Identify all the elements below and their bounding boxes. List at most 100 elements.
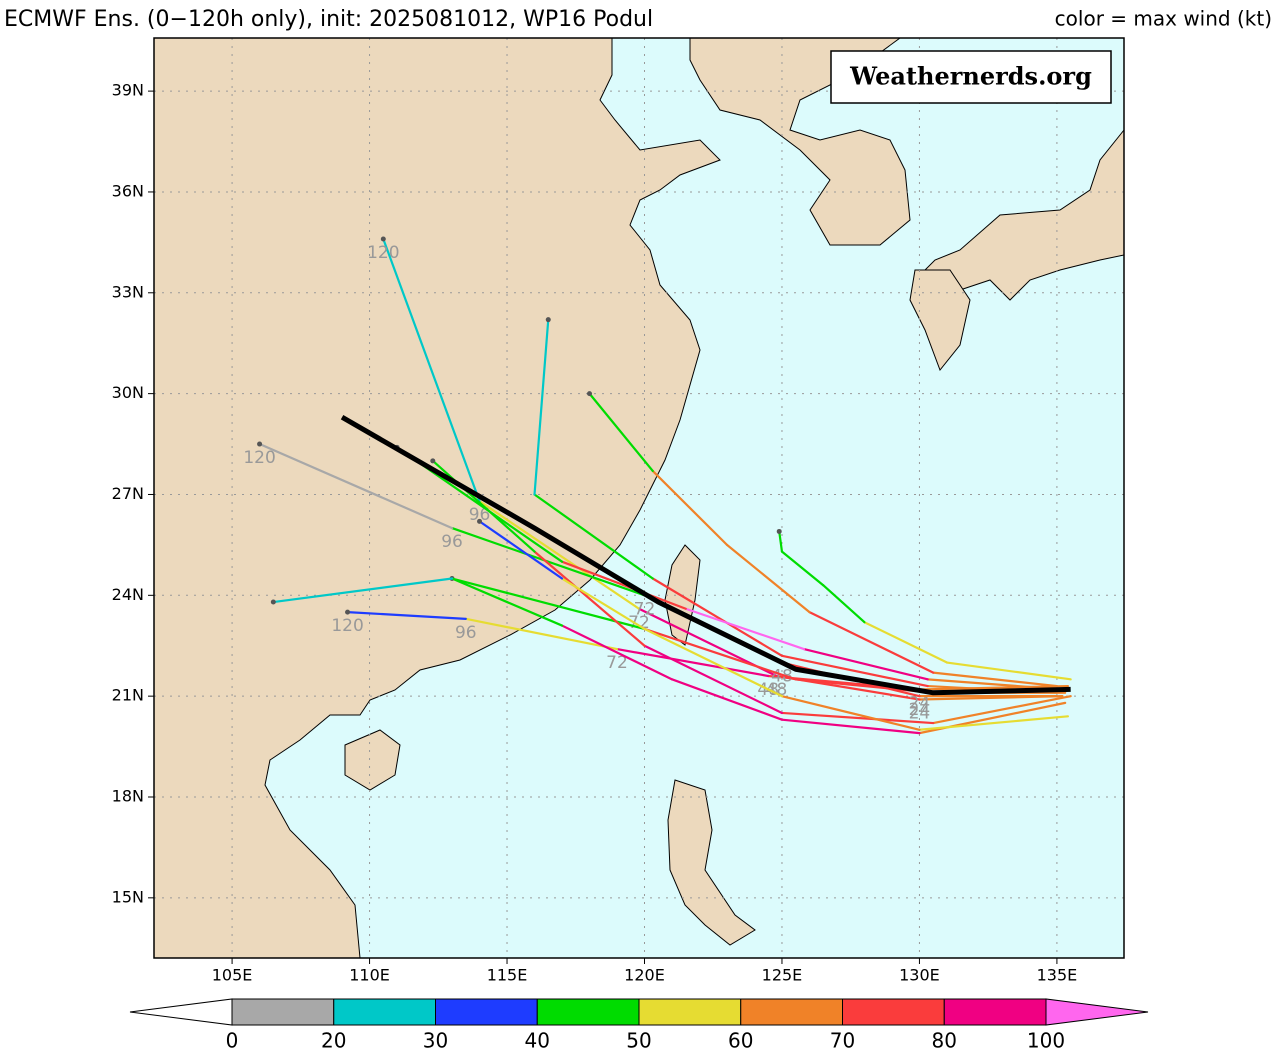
hour-label: 72 (634, 599, 656, 619)
colorbar-label: 100 (1027, 1029, 1065, 1053)
colorbar-label: 50 (626, 1029, 651, 1053)
mainland (154, 38, 721, 958)
y-tick-label: 24N (112, 585, 144, 604)
member-track-segment (588, 392, 654, 473)
title: ECMWF Ens. (0−120h only), init: 20250810… (4, 7, 653, 32)
member-track-segment (346, 611, 467, 620)
map: 244872961202448729612024487296120 (154, 38, 1124, 958)
colorbar-label: 0 (226, 1029, 239, 1053)
member-track-segment (802, 647, 929, 681)
colorbar-label: 40 (525, 1029, 550, 1053)
track-end (587, 391, 593, 397)
hour-label: 120 (367, 243, 399, 263)
track-end (270, 599, 276, 605)
x-tick-label: 130E (899, 966, 940, 985)
colorbar-over (1045, 998, 1149, 1026)
colorbar-box (333, 998, 436, 1026)
member-track-segment (450, 577, 646, 631)
member-track-segment (918, 684, 1070, 691)
x-tick-label: 135E (1037, 966, 1078, 985)
member-track-segment (258, 442, 454, 530)
hour-label: 72 (606, 653, 628, 673)
member-track-segment (932, 695, 1072, 725)
member-track-segment (533, 493, 654, 580)
kyushu (909, 269, 971, 371)
y-tick-label: 18N (112, 786, 144, 805)
legend-title: color = max wind (kt) (1055, 7, 1272, 31)
member-track-segment (808, 611, 935, 674)
y-tick-label: 21N (112, 686, 144, 705)
member-track-segment (533, 318, 550, 496)
member-track-segment (670, 678, 784, 721)
hour-label: 120 (331, 616, 363, 636)
member-track-segment (560, 577, 646, 631)
x-tick-label: 120E (624, 966, 665, 985)
korea (689, 38, 911, 246)
luzon (667, 779, 756, 946)
y-tick-label: 15N (112, 887, 144, 906)
member-track-segment (382, 237, 481, 503)
y-tick-label: 27N (112, 484, 144, 503)
member-track-segment (272, 577, 454, 604)
member-track-segment (643, 627, 797, 681)
colorbar-box (536, 998, 640, 1026)
colorbar-box (740, 998, 843, 1026)
track-end (430, 458, 436, 464)
x-tick-label: 110E (349, 966, 390, 985)
member-track-segment (863, 621, 949, 664)
member-track-segment (945, 661, 1072, 681)
colorbar-label: 70 (830, 1029, 855, 1053)
member-track-segment (780, 695, 921, 731)
colorbar-box (435, 998, 538, 1026)
colorbar-box (842, 998, 945, 1026)
member-track-segment (560, 560, 687, 610)
member-track-segment (464, 617, 619, 651)
hour-label: 24 (909, 693, 931, 713)
track-end (345, 609, 351, 615)
member-track-segment (780, 550, 825, 587)
hour-label: 96 (469, 505, 491, 525)
member-track-segment (615, 647, 770, 678)
x-tick-label: 105E (212, 966, 253, 985)
member-track-segment (450, 526, 646, 597)
member-track-segment (560, 624, 674, 681)
colorbar-label: 80 (932, 1029, 957, 1053)
member-track-segment (533, 550, 646, 647)
hainan (344, 729, 401, 791)
colorbar-label: 20 (321, 1029, 346, 1053)
colorbar-label: 60 (728, 1029, 753, 1053)
hour-label: 96 (441, 532, 463, 552)
colorbar-box (943, 998, 1047, 1026)
member-track-segment (450, 577, 564, 627)
map-frame (153, 37, 1125, 959)
y-tick-label: 33N (112, 282, 144, 301)
watermark-box (830, 50, 1112, 104)
track-end (257, 441, 263, 447)
member-track-segment (725, 543, 811, 614)
hour-label: 24 (909, 704, 931, 724)
member-track-segment (651, 469, 729, 546)
member-track-segment (478, 500, 641, 610)
mean-track (340, 414, 1071, 696)
hour-label: 120 (243, 448, 275, 468)
member-track-segment (932, 671, 1059, 688)
member-track-segment (651, 577, 784, 657)
y-tick-label: 36N (112, 181, 144, 200)
member-track-segment (822, 584, 866, 624)
hour-label: 24 (909, 700, 931, 720)
member-track-segment (780, 711, 935, 725)
member-track-segment (643, 644, 784, 715)
colorbar-under (129, 998, 233, 1026)
x-tick-label: 115E (487, 966, 528, 985)
x-tick-label: 125E (762, 966, 803, 985)
hour-label: 96 (455, 623, 477, 643)
y-tick-label: 30N (112, 383, 144, 402)
colorbar-box (231, 998, 335, 1026)
member-track-segment (918, 715, 1070, 731)
member-track-segment (684, 607, 806, 651)
track-end (380, 236, 386, 242)
y-tick-label: 39N (112, 81, 144, 100)
track-end (545, 317, 551, 323)
member-track-segment (780, 654, 929, 688)
